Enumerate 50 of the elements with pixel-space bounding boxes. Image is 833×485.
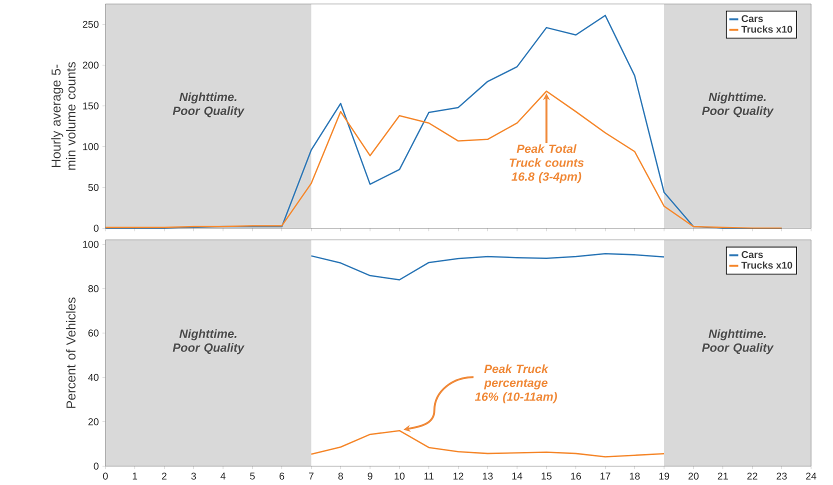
x-tick-label: 11 — [424, 472, 434, 480]
band-label: Nighttime. Poor Quality — [702, 92, 774, 118]
x-tick-label: 12 — [453, 472, 464, 480]
y-tick-label: 0 — [94, 462, 99, 470]
x-tick-label: 13 — [482, 472, 493, 480]
legend-label: Trucks x10 — [741, 261, 792, 269]
y-tick-label: 40 — [88, 374, 99, 381]
band-label: Nighttime. Poor Quality — [702, 329, 774, 354]
x-tick-label: 4 — [220, 472, 226, 480]
x-tick-label: 17 — [600, 472, 610, 480]
x-tick-label: 18 — [630, 472, 640, 480]
annotation: Peak Truck percentage 16% (10-11am) — [474, 364, 557, 404]
y-tick-label: 50 — [88, 184, 99, 191]
y-tick-label: 20 — [88, 418, 99, 426]
y-tick-label: 150 — [83, 102, 99, 110]
x-tick-label: 2 — [162, 472, 166, 480]
y-tick-label: 200 — [82, 61, 99, 68]
x-tick-label: 10 — [394, 472, 405, 480]
legend-label: Trucks x10 — [741, 25, 792, 33]
x-tick-label: 0 — [103, 472, 108, 480]
x-tick-label: 20 — [688, 472, 699, 480]
x-tick-label: 9 — [368, 472, 372, 480]
band-label: Nighttime. Poor Quality — [172, 92, 245, 118]
band-label: Nighttime. Poor Quality — [172, 329, 245, 354]
annotation: Peak Total Truck counts 16.8 (3-4pm) — [510, 144, 584, 183]
y-tick-label: 100 — [83, 240, 99, 248]
legend-label: Cars — [742, 250, 763, 258]
x-tick-label: 3 — [191, 472, 196, 480]
y-tick-label: 0 — [94, 224, 99, 232]
y-tick-label: 100 — [83, 142, 99, 150]
x-tick-label: 5 — [250, 472, 255, 480]
x-tick-label: 1 — [132, 472, 138, 480]
y-axis-title: Hourly average 5-min volume counts — [51, 62, 76, 170]
y-tick-label: 250 — [82, 20, 99, 28]
y-axis-title: Percent of Vehicles — [66, 297, 76, 408]
x-tick-label: 8 — [338, 472, 343, 480]
x-tick-label: 16 — [571, 472, 581, 480]
x-tick-label: 19 — [659, 472, 670, 480]
x-tick-label: 6 — [280, 472, 284, 480]
x-tick-label: 23 — [776, 472, 787, 480]
legend-label: Cars — [742, 14, 763, 22]
x-tick-label: 15 — [542, 472, 552, 480]
y-tick-label: 80 — [88, 284, 99, 292]
x-tick-label: 14 — [512, 472, 522, 480]
x-tick-label: 7 — [308, 472, 314, 480]
x-tick-label: 21 — [718, 472, 728, 480]
line-series — [310, 252, 665, 280]
x-tick-label: 22 — [747, 472, 758, 480]
x-tick-label: 24 — [806, 472, 816, 480]
y-tick-label: 60 — [88, 329, 99, 336]
